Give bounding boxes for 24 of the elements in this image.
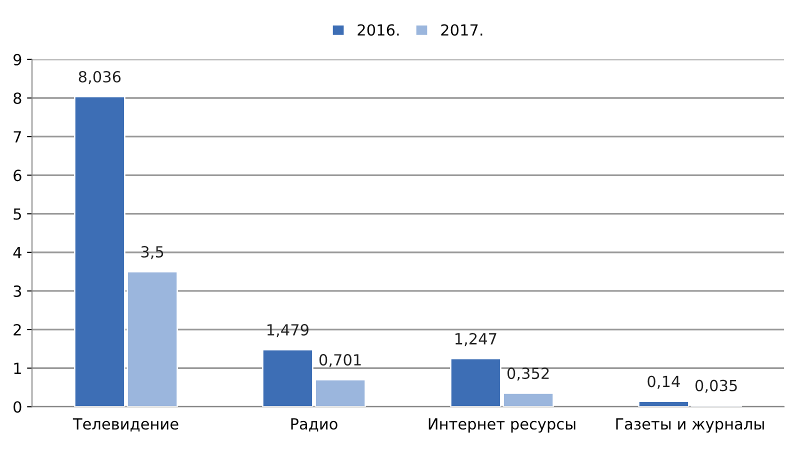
y-tick-label: 4 [13,247,22,258]
y-tick-label: 3 [14,285,22,297]
legend-label: 2017. [441,24,482,36]
data-label: 3,5 [141,246,164,260]
x-tick-label: Интернет ресурсы [428,418,576,433]
y-tick-label: 5 [14,208,21,220]
y-tick-label: 2 [14,324,21,336]
data-label: 1,247 [455,332,496,346]
x-tick-label: Телевидение [72,418,178,432]
data-label: 0,14 [648,376,680,389]
y-tick-label: 8 [14,92,22,104]
x-tick-label: Радио [291,418,338,432]
x-tick-label: Газеты и журналы [616,418,764,433]
y-tick-label: 7 [14,131,21,142]
y-tick-label: 1 [14,362,21,374]
legend-label: 2016. [358,24,399,36]
y-tick-label: 6 [14,170,22,182]
y-tick-label: 0 [14,401,22,413]
data-label: 0,352 [507,368,549,381]
data-label: 0,701 [319,354,361,368]
data-label: 8,036 [78,70,121,84]
data-label: 0,035 [695,380,737,393]
y-tick-label: 9 [14,54,22,66]
data-label: 1,479 [267,324,308,338]
